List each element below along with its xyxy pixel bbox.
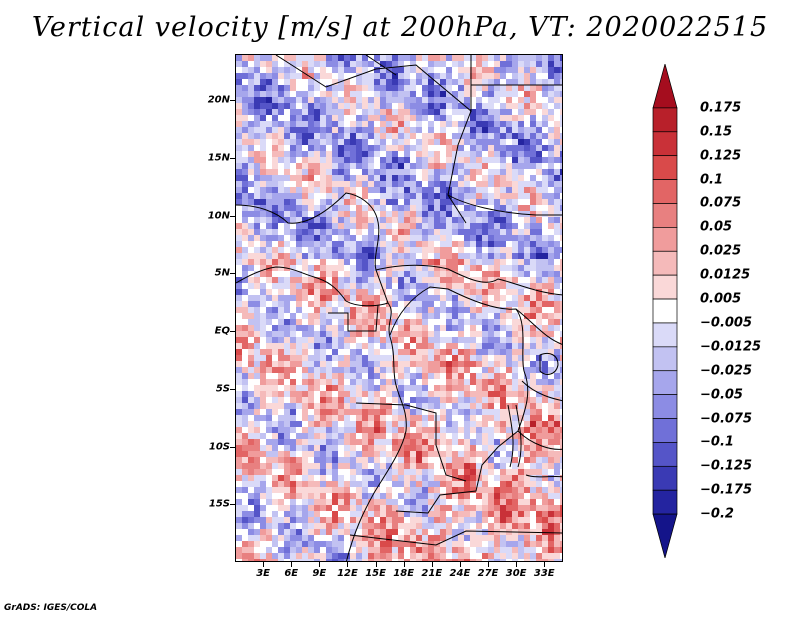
lon-label: 12E <box>337 568 358 579</box>
colorbar-label: 0.0125 <box>700 267 751 283</box>
colorbar-segment <box>652 298 678 324</box>
lon-label: 9E <box>312 568 327 579</box>
lat-tick <box>230 388 235 390</box>
lat-label: 5S <box>215 383 230 395</box>
colorbar-segment <box>652 394 678 419</box>
colorbar-label: −0.075 <box>700 411 753 427</box>
colorbar-label: 0.025 <box>700 243 742 259</box>
lat-tick <box>230 331 235 333</box>
lat-label: 5N <box>214 267 230 279</box>
lon-label: 30E <box>505 568 527 579</box>
border-congo <box>328 286 529 514</box>
vertical-velocity-field <box>236 55 562 561</box>
lon-tick <box>263 562 265 567</box>
border-angola <box>349 402 562 546</box>
lon-label: 27E <box>477 568 499 579</box>
lon-tick <box>431 562 433 567</box>
lon-tick <box>375 562 377 567</box>
colorbar-label: 0.175 <box>700 100 742 116</box>
colorbar-segment <box>652 227 678 252</box>
lake-tanganyika <box>507 404 522 468</box>
colorbar-label: −0.175 <box>700 482 753 498</box>
colorbar-label: 0.005 <box>700 291 742 307</box>
colorbar-segments <box>652 64 678 558</box>
lat-tick <box>230 157 235 159</box>
colorbar-segment <box>652 370 678 395</box>
colorbar-label: −0.025 <box>700 363 753 379</box>
lon-tick <box>347 562 349 567</box>
border-nigeria-chad <box>236 192 389 304</box>
colorbar-segment <box>652 64 678 109</box>
lat-label: 20N <box>207 94 230 106</box>
lon-tick <box>403 562 405 567</box>
lon-label: 3E <box>256 568 271 579</box>
colorbar-label: −0.05 <box>700 387 743 403</box>
lat-tick <box>230 446 235 448</box>
country-borders <box>236 55 562 561</box>
grads-credit: GrADS: IGES/COLA <box>4 603 98 613</box>
colorbar-label: 0.1 <box>700 172 724 188</box>
colorbar-segment <box>652 513 678 558</box>
colorbar-segment <box>652 250 678 276</box>
colorbar-label: 0.15 <box>700 124 733 140</box>
map-canvas <box>236 55 562 561</box>
colorbar-segment <box>652 465 678 491</box>
colorbar-segment <box>652 346 678 372</box>
lake-victoria <box>539 352 559 375</box>
border-east-africa <box>515 308 562 478</box>
colorbar-segment <box>652 107 678 133</box>
lat-label: 10S <box>208 441 230 453</box>
map-panel <box>235 54 563 562</box>
colorbar <box>652 64 678 558</box>
colorbar-segment <box>652 274 678 300</box>
lon-label: 21E <box>421 568 443 579</box>
lon-tick <box>459 562 461 567</box>
lon-tick <box>319 562 321 567</box>
colorbar-segment <box>652 322 678 348</box>
lat-label: 15N <box>207 152 230 164</box>
colorbar-label: 0.075 <box>700 195 742 211</box>
colorbar-label: −0.125 <box>700 458 753 474</box>
coastline-west-africa <box>236 266 407 561</box>
colorbar-segment <box>652 131 678 157</box>
lon-label: 18E <box>393 568 415 579</box>
lat-label: 15S <box>208 498 230 510</box>
lon-tick <box>291 562 293 567</box>
colorbar-label: −0.0125 <box>700 339 762 355</box>
lon-label: 24E <box>449 568 471 579</box>
colorbar-segment <box>652 442 678 467</box>
colorbar-segment <box>652 179 678 204</box>
lat-label: 10N <box>207 210 230 222</box>
colorbar-label: −0.1 <box>700 434 734 450</box>
colorbar-label: −0.2 <box>700 506 734 522</box>
border-sahara <box>275 55 562 224</box>
colorbar-segment <box>652 155 678 180</box>
lon-tick <box>488 562 490 567</box>
colorbar-segment <box>652 418 678 443</box>
lat-label: EQ <box>214 325 230 337</box>
colorbar-label: 0.125 <box>700 148 742 164</box>
lon-label: 15E <box>365 568 386 579</box>
lon-tick <box>516 562 518 567</box>
lon-label: 33E <box>533 568 555 579</box>
border-central-africa <box>375 194 562 296</box>
colorbar-segment <box>652 489 678 515</box>
lat-tick <box>230 273 235 275</box>
chart-title: Vertical velocity [m/s] at 200hPa, VT: 2… <box>31 12 769 43</box>
lon-label: 6E <box>284 568 299 579</box>
lat-tick <box>230 100 235 102</box>
colorbar-label: 0.05 <box>700 219 733 235</box>
lon-tick <box>544 562 546 567</box>
lat-tick <box>230 504 235 506</box>
colorbar-label: −0.005 <box>700 315 753 331</box>
colorbar-segment <box>652 203 678 228</box>
lat-tick <box>230 215 235 217</box>
